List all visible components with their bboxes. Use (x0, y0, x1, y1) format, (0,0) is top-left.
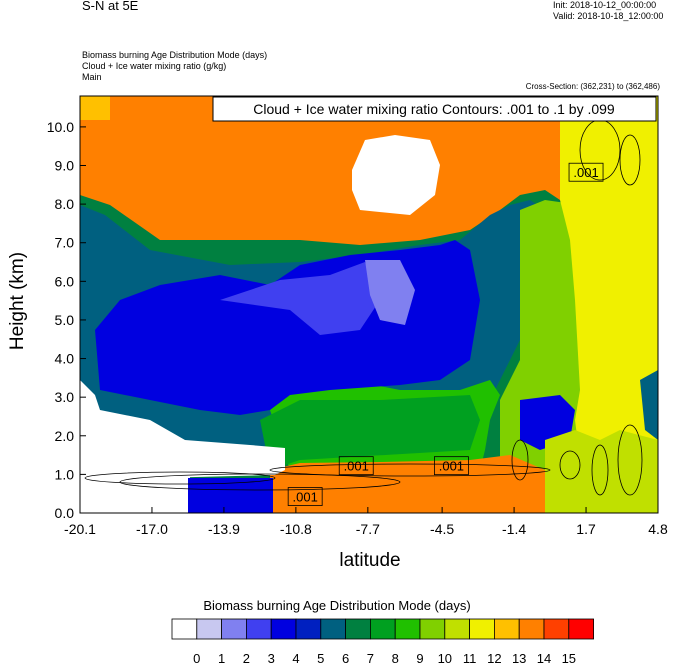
y-tick-label: 9.0 (55, 158, 75, 174)
colorbar: 0 1 2 3 4 5 6 7 8 9 10 11 12 13 14 15 (171, 618, 594, 666)
x-tick-label: -10.8 (280, 521, 312, 537)
colorbar-level-label: 7 (367, 651, 374, 666)
region-light-blue (365, 260, 415, 325)
colorbar-level-label: 14 (537, 651, 551, 666)
x-tick-label: -1.4 (502, 521, 526, 537)
region-yellow-south (560, 96, 658, 513)
contour-label-box (568, 162, 604, 182)
colorbar-level-label: 6 (342, 651, 349, 666)
colorbar-level-label: 4 (292, 651, 299, 666)
region-white-lowerleft (80, 380, 285, 480)
region-mid-blue (220, 262, 380, 335)
colorbar-title: Biomass burning Age Distribution Mode (d… (203, 598, 471, 613)
colorbar-level-label: 13 (512, 651, 526, 666)
colorbar-swatch (394, 618, 421, 640)
colorbar-level-label: 15 (562, 651, 576, 666)
x-tick-label: -4.5 (430, 521, 454, 537)
colorbar-level-label: 12 (487, 651, 501, 666)
heatmap-area (80, 96, 658, 513)
time-info: Init: 2018-10-12_00:00:00 Valid: 2018-10… (553, 0, 663, 22)
colorbar-swatch (221, 618, 247, 640)
colorbar-level-label: 5 (317, 651, 324, 666)
x-tick-label: -20.1 (64, 521, 96, 537)
colorbar-swatch (245, 618, 272, 640)
init-time: Init: 2018-10-12_00:00:00 (553, 0, 657, 10)
y-tick-label: 0.0 (55, 505, 75, 521)
region-lime-surface (545, 430, 658, 513)
colorbar-swatch (270, 618, 297, 640)
field-line-2: Cloud + Ice water mixing ratio (g/kg) (82, 61, 227, 71)
region-orange-surface (270, 455, 545, 513)
colorbar-swatch (469, 618, 495, 640)
colorbar-swatch (295, 618, 322, 640)
contour-label-box (287, 487, 323, 506)
y-tick-label: 1.0 (55, 466, 75, 482)
x-tick-label: -13.9 (208, 521, 240, 537)
region-teal-right (640, 370, 658, 440)
colorbar-swatch (369, 618, 396, 640)
y-tick-label: 5.0 (55, 312, 75, 328)
colorbar-swatch (568, 618, 594, 640)
colorbar-level-label: 9 (416, 651, 423, 666)
colorbar-level-label: 1 (218, 651, 225, 666)
y-tick-label: 4.0 (55, 351, 75, 367)
colorbar-swatch (196, 618, 223, 640)
colorbar-swatch (518, 618, 545, 640)
region-topleft-yellow (80, 96, 110, 120)
colorbar-level-label: 3 (268, 651, 275, 666)
region-white-cloud (352, 135, 440, 215)
contour-label: .001 (344, 459, 369, 474)
region-dgreen-lower (260, 395, 480, 470)
colorbar-swatch (419, 618, 446, 640)
x-tick-label: 1.7 (576, 521, 596, 537)
contour-lines (84, 119, 643, 496)
x-tick-label: -7.7 (356, 521, 380, 537)
y-tick-label: 10.0 (47, 119, 74, 135)
axis-ticks: -20.1 -17.0 -13.9 -10.8 -7.7 -4.5 -1.4 1.7 4.8 0.… (47, 119, 668, 537)
field-line-1: Biomass burning Age Distribution Mode (d… (82, 50, 268, 60)
colorbar-swatch (171, 618, 198, 640)
contour-title: Cloud + Ice water mixing ratio Contours:… (253, 101, 615, 117)
x-tick-label: 4.8 (648, 521, 668, 537)
colorbar-swatch (320, 618, 346, 640)
y-tick-label: 2.0 (55, 428, 75, 444)
valid-time: Valid: 2018-10-18_12:00:00 (553, 11, 664, 21)
y-tick-label: 6.0 (55, 273, 75, 289)
field-descriptions: Biomass burning Age Distribution Mode (d… (82, 50, 267, 83)
contour-label: .001 (439, 459, 464, 474)
colorbar-level-label: 2 (243, 651, 250, 666)
y-tick-label: 8.0 (55, 196, 75, 212)
x-tick-label: -17.0 (136, 521, 168, 537)
colorbar-level-label: 11 (463, 651, 477, 666)
colorbar-swatch (345, 618, 371, 640)
y-axis-label: Height (km) (7, 251, 28, 351)
contour-label-box (434, 456, 469, 476)
contour-label: .001 (573, 165, 598, 180)
contour-label: .001 (293, 490, 318, 505)
plot-title: S-N at 5E (82, 0, 139, 13)
colorbar-level-label: 0 (193, 651, 200, 666)
colorbar-level-label: 10 (438, 651, 452, 666)
field-line-3: Main (82, 72, 102, 82)
contour-label-box (338, 456, 374, 476)
contour-title-box (212, 96, 657, 122)
colorbar-level-label: 8 (392, 651, 399, 666)
contour-labels: .001 .001 .001 .001 (287, 162, 604, 506)
colorbar-swatch (444, 618, 470, 640)
cross-section-label: Cross-Section: (362,231) to (362,486) (525, 82, 660, 91)
colorbar-swatch (493, 618, 520, 640)
x-axis-label: latitude (339, 550, 401, 571)
colorbar-swatch (543, 618, 570, 640)
y-tick-label: 7.0 (55, 235, 75, 251)
y-tick-label: 3.0 (55, 389, 75, 405)
plot-frame (79, 95, 659, 514)
